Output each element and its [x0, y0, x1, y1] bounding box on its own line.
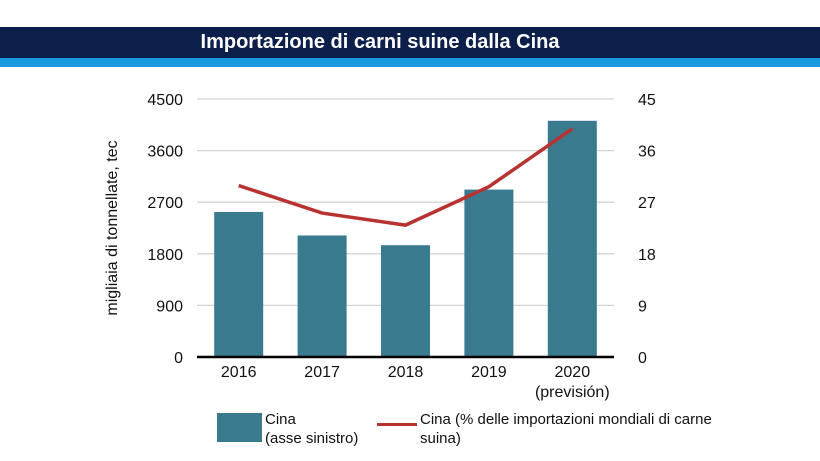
- legend-line-label2: suina): [420, 430, 461, 447]
- line-series: [238, 127, 574, 227]
- title-stripe: [0, 58, 820, 67]
- y2-tick-label: 9: [638, 298, 647, 315]
- bar-2017: [297, 235, 347, 357]
- y-tick-label: 2700: [147, 195, 183, 212]
- bar-2019: [464, 189, 514, 357]
- x-tick-sublabel: (previsión): [535, 384, 610, 401]
- legend-bar: Cina (asse sinistro): [265, 410, 358, 448]
- x-tick-label: 2020: [555, 364, 591, 381]
- x-tick-label: 2018: [388, 364, 424, 381]
- legend-line: Cina (% delle importazioni mondiali di c…: [420, 410, 712, 448]
- legend-bar-label: Cina: [265, 411, 296, 428]
- y2-tick-label: 45: [638, 92, 656, 109]
- x-tick-label: 2016: [221, 364, 257, 381]
- legend-bar-swatch: [217, 413, 262, 442]
- bar-2020: [547, 120, 597, 357]
- y-tick-label: 4500: [147, 92, 183, 109]
- y2-tick-label: 0: [638, 350, 647, 367]
- legend-bar-label2: (asse sinistro): [265, 430, 359, 447]
- x-tick-label: 2017: [304, 364, 340, 381]
- y-tick-label: 3600: [147, 144, 183, 161]
- y-tick-label: 1800: [147, 247, 183, 264]
- x-tick-label: 2019: [471, 364, 507, 381]
- legend-line-swatch: [377, 423, 417, 426]
- y2-tick-label: 27: [638, 195, 656, 212]
- bar-2016: [214, 211, 264, 357]
- y2-tick-label: 18: [638, 247, 656, 264]
- y-tick-label: 900: [156, 298, 183, 315]
- y2-tick-label: 36: [638, 144, 656, 161]
- legend-line-label: Cina (% delle importazioni mondiali di c…: [420, 411, 712, 428]
- title-banner: [0, 27, 820, 58]
- bar-2018: [381, 245, 430, 357]
- y-axis-label: migliaia di tonnellate, tec: [104, 140, 121, 315]
- chart-title: Importazione di carni suine dalla Cina: [200, 31, 560, 53]
- y-tick-label: 0: [174, 350, 183, 367]
